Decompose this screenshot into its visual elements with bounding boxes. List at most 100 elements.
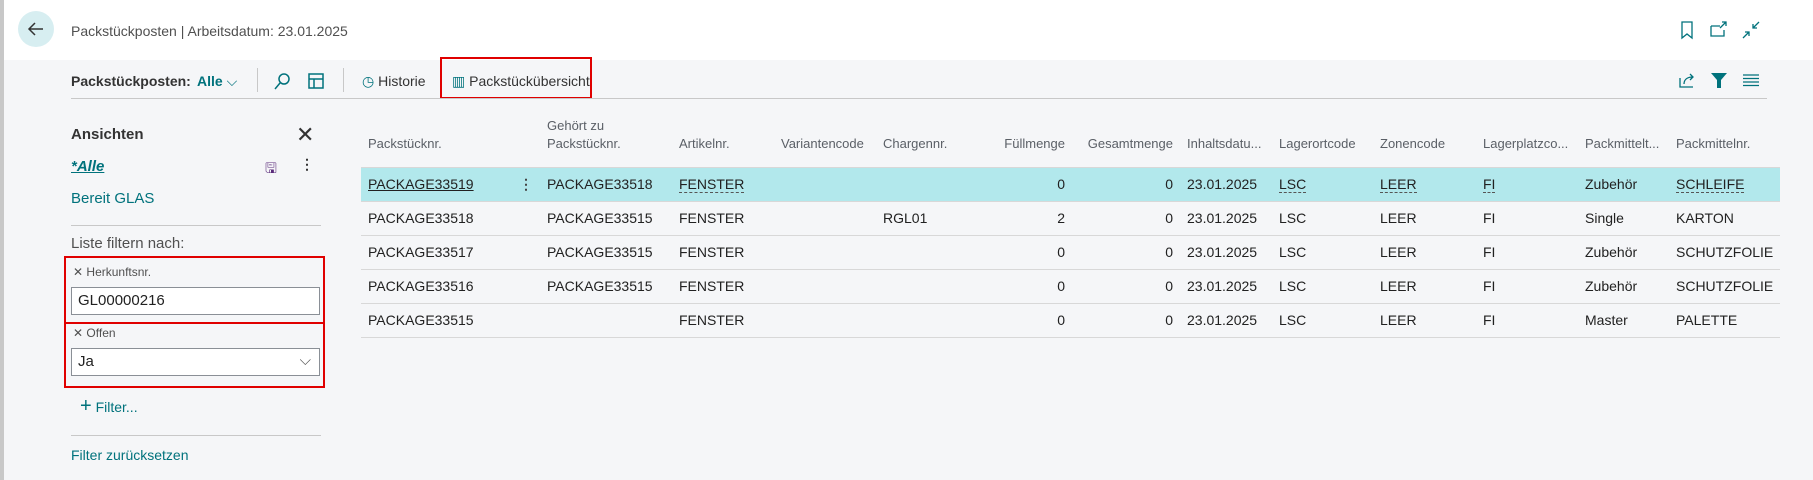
table-cell[interactable]: LEER xyxy=(1373,268,1476,303)
table-cell[interactable]: 2 xyxy=(986,200,1072,235)
table-cell[interactable] xyxy=(876,166,986,201)
table-cell[interactable] xyxy=(876,234,986,269)
table-cell[interactable]: PALETTE xyxy=(1669,302,1781,338)
column-header[interactable]: Artikelnr. xyxy=(679,135,730,151)
table-cell[interactable]: PACKAGE33515 xyxy=(540,200,672,235)
table-cell[interactable]: LSC xyxy=(1272,302,1373,338)
column-header[interactable]: Gehört zu Packstücknr. xyxy=(540,115,672,167)
column-header[interactable]: Lagerortcode xyxy=(1279,135,1356,151)
table-row[interactable]: PACKAGE33519 ⋮ PACKAGE33518 FENSTER 0 0 23.01.… xyxy=(361,166,1781,201)
table-cell[interactable] xyxy=(876,268,986,303)
table-cell[interactable]: FI xyxy=(1476,268,1578,303)
table-cell[interactable]: FENSTER xyxy=(672,268,774,303)
table-cell[interactable]: PACKAGE33516 xyxy=(361,268,540,303)
table-cell[interactable]: PACKAGE33515 xyxy=(540,234,672,269)
table-cell[interactable]: FI xyxy=(1476,302,1578,338)
close-icon[interactable]: ✕ xyxy=(296,122,315,147)
table-cell[interactable]: 0 xyxy=(1072,302,1180,338)
table-cell[interactable] xyxy=(876,302,986,338)
edit-list-icon[interactable] xyxy=(306,71,326,91)
view-all[interactable]: *Alle xyxy=(71,158,105,175)
open-new-window-icon[interactable] xyxy=(1708,20,1728,40)
table-cell[interactable]: 23.01.2025 xyxy=(1180,166,1272,201)
share-icon[interactable] xyxy=(1677,70,1697,90)
table-cell[interactable]: Zubehör xyxy=(1578,166,1669,201)
table-cell[interactable]: PACKAGE33519 ⋮ xyxy=(361,166,540,201)
table-row[interactable]: PACKAGE33518 PACKAGE33515 FENSTER RGL01 2 0 23… xyxy=(361,200,1781,235)
table-cell[interactable] xyxy=(774,200,876,235)
table-cell[interactable]: LEER xyxy=(1373,200,1476,235)
table-cell[interactable] xyxy=(774,234,876,269)
reset-filter-link[interactable]: Filter zurücksetzen xyxy=(71,447,189,463)
column-header[interactable]: Packmittelnr. xyxy=(1676,135,1751,151)
column-header[interactable]: Chargennr. xyxy=(883,135,948,151)
column-header[interactable]: Füllmenge xyxy=(1004,135,1065,151)
table-cell[interactable]: 23.01.2025 xyxy=(1180,234,1272,269)
bookmark-icon[interactable] xyxy=(1677,20,1697,40)
column-header[interactable]: Zonencode xyxy=(1380,135,1446,151)
column-header[interactable]: Lagerplatzco... xyxy=(1483,135,1569,151)
table-cell[interactable]: FENSTER xyxy=(672,234,774,269)
herkunftsnr-input[interactable]: GL00000216 xyxy=(71,287,320,315)
row-menu-icon[interactable]: ⋮ xyxy=(519,175,533,192)
table-cell[interactable]: SCHUTZFOLIE xyxy=(1669,268,1781,303)
history-button[interactable]: ◷ Historie xyxy=(362,71,426,91)
column-header[interactable]: Inhaltsdatu... xyxy=(1187,135,1262,151)
table-cell[interactable]: PACKAGE33515 xyxy=(540,268,672,303)
table-cell[interactable]: LSC xyxy=(1272,166,1373,201)
table-cell[interactable]: 0 xyxy=(1072,200,1180,235)
table-cell[interactable]: Zubehör xyxy=(1578,234,1669,269)
table-row[interactable]: PACKAGE33516 PACKAGE33515 FENSTER 0 0 23.01.2… xyxy=(361,268,1781,303)
table-cell[interactable]: FENSTER xyxy=(672,200,774,235)
table-cell[interactable]: 0 xyxy=(1072,234,1180,269)
view-selector[interactable]: Alle ⌵ xyxy=(197,71,237,91)
table-cell[interactable]: LEER xyxy=(1373,302,1476,338)
table-cell[interactable]: LSC xyxy=(1272,200,1373,235)
table-cell[interactable]: PACKAGE33518 xyxy=(540,166,672,201)
table-cell[interactable]: PACKAGE33518 xyxy=(361,200,540,235)
table-cell[interactable]: 23.01.2025 xyxy=(1180,302,1272,338)
filter-icon[interactable] xyxy=(1709,70,1729,90)
table-cell[interactable]: FENSTER xyxy=(672,302,774,338)
table-cell[interactable]: 0 xyxy=(986,234,1072,269)
table-cell[interactable]: SCHUTZFOLIE xyxy=(1669,234,1781,269)
table-cell[interactable]: 0 xyxy=(986,268,1072,303)
table-cell[interactable]: FI xyxy=(1476,234,1578,269)
table-cell[interactable]: FENSTER xyxy=(672,166,774,201)
table-cell[interactable] xyxy=(540,302,672,338)
more-options-icon[interactable]: ⋮ xyxy=(300,156,314,172)
column-header[interactable]: Variantencode xyxy=(781,135,864,151)
table-cell[interactable]: 23.01.2025 xyxy=(1180,200,1272,235)
table-cell[interactable]: Zubehör xyxy=(1578,268,1669,303)
remove-filter-icon[interactable]: ✕ xyxy=(73,265,84,279)
table-cell[interactable]: 23.01.2025 xyxy=(1180,268,1272,303)
table-cell[interactable]: RGL01 xyxy=(876,200,986,235)
table-cell[interactable]: 0 xyxy=(986,302,1072,338)
table-cell[interactable] xyxy=(774,268,876,303)
table-cell[interactable]: 0 xyxy=(986,166,1072,201)
collapse-icon[interactable] xyxy=(1741,20,1761,40)
table-cell[interactable]: Master xyxy=(1578,302,1669,338)
table-row[interactable]: PACKAGE33517 PACKAGE33515 FENSTER 0 0 23.01.2… xyxy=(361,234,1781,269)
package-overview-button[interactable]: ▥ Packstückübersicht xyxy=(452,71,590,91)
table-cell[interactable] xyxy=(774,166,876,201)
table-cell[interactable]: Single xyxy=(1578,200,1669,235)
back-button[interactable] xyxy=(18,11,54,47)
table-cell[interactable]: 0 xyxy=(1072,268,1180,303)
save-view-icon[interactable]: 🖫 xyxy=(265,160,277,176)
table-cell[interactable]: PACKAGE33515 xyxy=(361,302,540,338)
table-cell[interactable]: LEER xyxy=(1373,166,1476,201)
view-bereit-glas[interactable]: Bereit GLAS xyxy=(71,190,155,207)
table-cell[interactable]: 0 xyxy=(1072,166,1180,201)
table-cell[interactable]: KARTON xyxy=(1669,200,1781,235)
column-header[interactable]: Packstücknr. xyxy=(368,135,442,151)
table-row[interactable]: PACKAGE33515 FENSTER 0 0 23.01.2025 LSC LEER FI… xyxy=(361,302,1781,338)
table-cell[interactable]: LSC xyxy=(1272,268,1373,303)
column-header[interactable]: Gesamtmenge xyxy=(1087,135,1173,151)
table-cell[interactable]: PACKAGE33517 xyxy=(361,234,540,269)
list-view-icon[interactable] xyxy=(1741,70,1761,90)
remove-filter-icon[interactable]: ✕ xyxy=(73,326,84,340)
offen-select[interactable]: Ja ⌵ xyxy=(71,348,320,376)
table-cell[interactable]: SCHLEIFE xyxy=(1669,166,1781,201)
table-cell[interactable] xyxy=(774,302,876,338)
